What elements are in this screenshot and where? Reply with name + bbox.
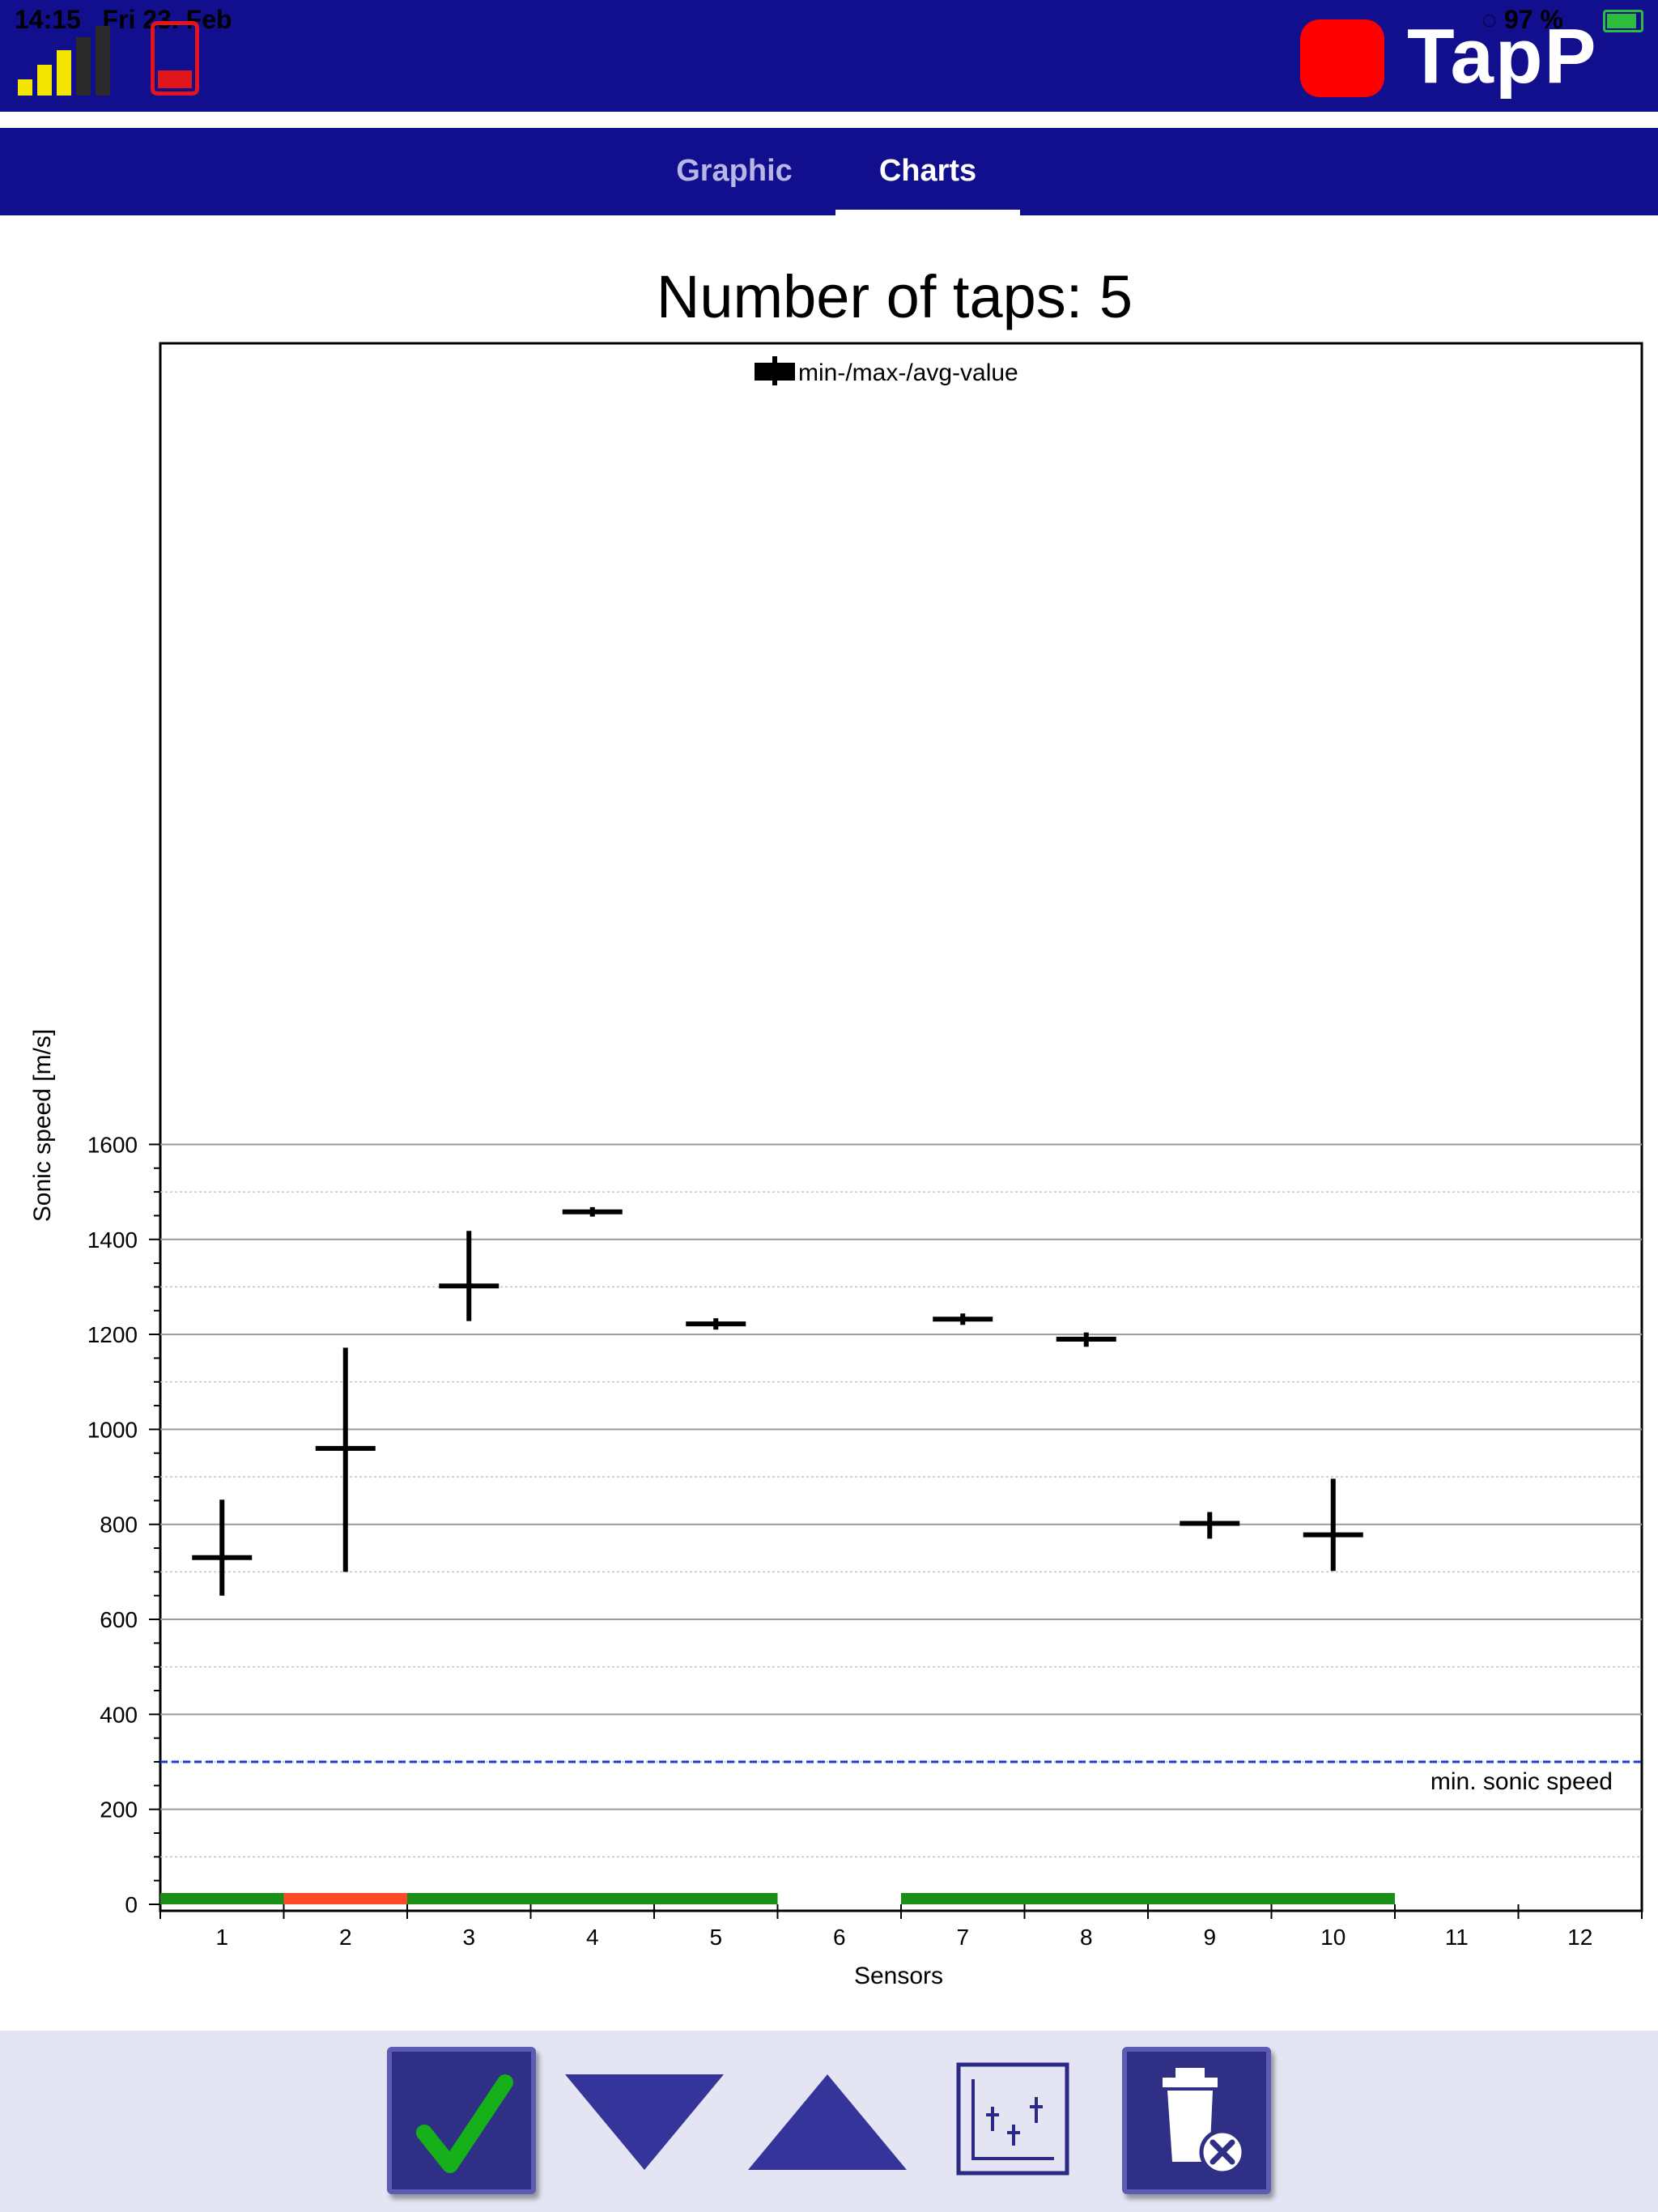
tab-charts[interactable]: Charts bbox=[835, 128, 1020, 215]
signal-strength-icon bbox=[18, 26, 115, 96]
triangle-down-icon bbox=[565, 2074, 724, 2170]
status-battery: ◌ 97 % bbox=[1482, 5, 1563, 35]
bottom-toolbar bbox=[0, 2031, 1658, 2212]
y-axis-label: Sonic speed [m/s] bbox=[29, 1029, 56, 1222]
chart-view-button[interactable] bbox=[955, 2061, 1070, 2176]
sensor-status-segment bbox=[283, 1893, 407, 1904]
battery-percent: 97 % bbox=[1503, 5, 1563, 34]
sensor-status-segment bbox=[1148, 1893, 1272, 1904]
y-tick-label: 400 bbox=[100, 1702, 138, 1727]
tab-charts-label: Charts bbox=[878, 154, 977, 188]
x-tick-label: 10 bbox=[1320, 1925, 1346, 1950]
x-tick-label: 2 bbox=[339, 1925, 352, 1950]
sensor-status-segment bbox=[1024, 1893, 1148, 1904]
sensor-status-segment bbox=[160, 1893, 284, 1904]
y-tick-label: 1600 bbox=[87, 1132, 138, 1157]
sensor-status-segment bbox=[530, 1893, 654, 1904]
tab-bar: Graphic Charts bbox=[0, 128, 1658, 215]
sensor-status-segment bbox=[654, 1893, 778, 1904]
active-tab-indicator bbox=[835, 210, 1020, 215]
status-time: 14:15 Fri 23. Feb bbox=[15, 5, 232, 35]
chart-area: Number of taps: 5 0 200 400 600 800 1000 1200 1… bbox=[0, 235, 1658, 2016]
status-date: Fri 23. Feb bbox=[102, 5, 232, 34]
legend: min-/max-/avg-value bbox=[755, 356, 1018, 386]
min-max-avg-chart: Number of taps: 5 0 200 400 600 800 1000 1200 1… bbox=[29, 263, 1643, 1989]
x-axis-label: Sensors bbox=[854, 1963, 943, 1989]
sensor-status-segment bbox=[901, 1893, 1025, 1904]
status-clock: 14:15 bbox=[15, 5, 81, 34]
x-tick-label: 11 bbox=[1445, 1925, 1469, 1950]
app-header: 14:15 Fri 23. Feb ◌ 97 % TapP 6 bbox=[0, 0, 1658, 197]
record-button[interactable] bbox=[1300, 19, 1384, 97]
trash-icon bbox=[1163, 2068, 1246, 2176]
wifi-icon: ◌ bbox=[1482, 5, 1498, 34]
sensor-status-segment bbox=[407, 1893, 531, 1904]
triangle-up-icon bbox=[748, 2074, 907, 2170]
move-up-button[interactable] bbox=[746, 2069, 908, 2175]
x-tick-label: 4 bbox=[586, 1925, 599, 1950]
tab-graphic-label: Graphic bbox=[676, 154, 793, 188]
sensor-status-segment bbox=[1271, 1893, 1395, 1904]
x-tick-label: 5 bbox=[709, 1925, 722, 1950]
confirm-button[interactable] bbox=[387, 2047, 536, 2194]
battery-icon bbox=[1603, 10, 1643, 32]
threshold-label: min. sonic speed bbox=[1431, 1768, 1613, 1795]
chart-markers-icon bbox=[956, 2062, 1069, 2176]
legend-label: min-/max-/avg-value bbox=[798, 359, 1018, 386]
y-tick-label: 1000 bbox=[87, 1417, 138, 1442]
y-tick-label: 0 bbox=[125, 1892, 138, 1917]
grid-lines bbox=[160, 1143, 1642, 1858]
device-battery-icon bbox=[151, 21, 199, 96]
x-tick-label: 9 bbox=[1203, 1925, 1216, 1950]
threshold-group: min. sonic speed bbox=[160, 1760, 1642, 1795]
plot-frame bbox=[159, 342, 1643, 1912]
checkmark-icon bbox=[416, 2074, 513, 2173]
data-marks bbox=[192, 1206, 1363, 1596]
x-tick-label: 7 bbox=[956, 1925, 969, 1950]
move-down-button[interactable] bbox=[563, 2069, 725, 2175]
delete-button[interactable] bbox=[1122, 2047, 1271, 2194]
y-axis-ticks: 0 200 400 600 800 1000 1200 1400 1600 bbox=[87, 1132, 160, 1917]
x-tick-label: 1 bbox=[215, 1925, 228, 1950]
sensor-status-strip bbox=[160, 1893, 1395, 1904]
y-tick-label: 1200 bbox=[87, 1322, 138, 1347]
y-tick-label: 200 bbox=[100, 1797, 138, 1823]
header-divider bbox=[0, 112, 1658, 128]
x-tick-label: 8 bbox=[1080, 1925, 1093, 1950]
y-tick-label: 1400 bbox=[87, 1227, 138, 1253]
x-tick-label: 6 bbox=[833, 1925, 846, 1950]
x-tick-label: 12 bbox=[1567, 1925, 1592, 1950]
chart-title: Number of taps: 5 bbox=[657, 263, 1133, 330]
y-tick-label: 600 bbox=[100, 1607, 138, 1632]
tab-graphic[interactable]: Graphic bbox=[657, 128, 811, 215]
x-tick-label: 3 bbox=[462, 1925, 475, 1950]
x-axis: 1 2 3 4 5 6 7 8 9 10 11 12 bbox=[159, 1904, 1643, 1950]
y-tick-label: 800 bbox=[100, 1512, 138, 1538]
